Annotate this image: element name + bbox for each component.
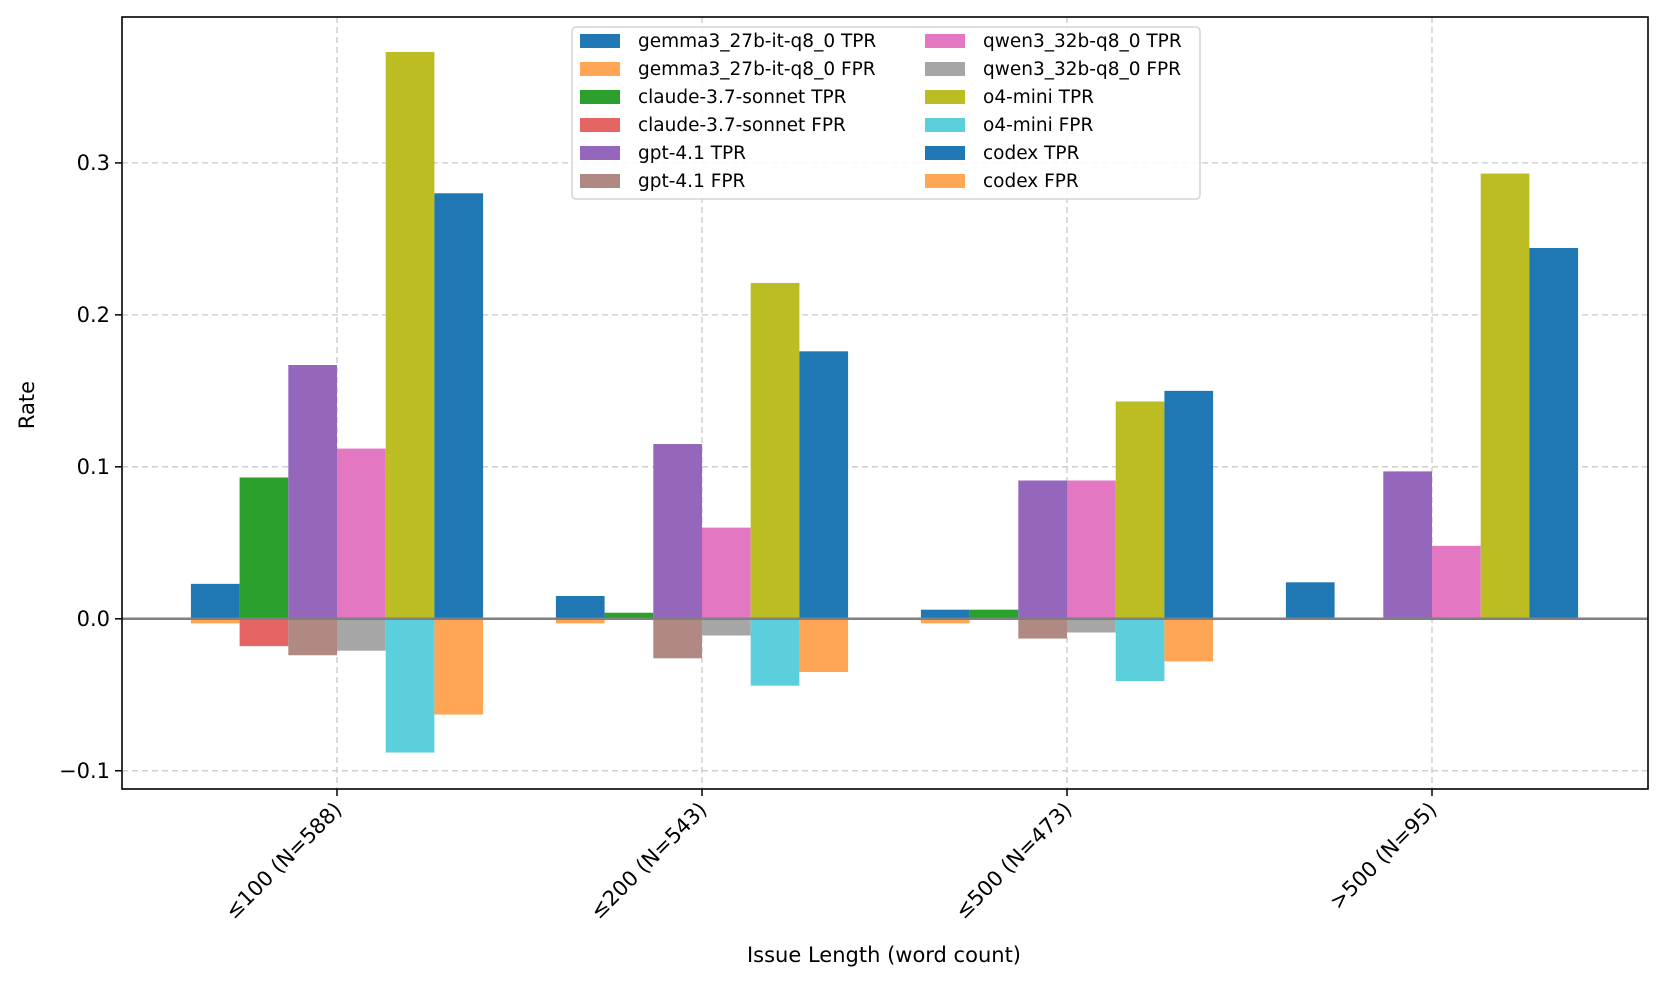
y-tick-label: −0.1 [59,759,110,783]
legend-label: gemma3_27b-it-q8_0 TPR [638,31,876,52]
legend-swatch [925,118,965,132]
bar [799,351,849,619]
bar [1115,618,1165,682]
bar [653,618,702,659]
bar [920,618,970,624]
legend-swatch [925,174,965,188]
bar [239,477,289,619]
legend-label: gemma3_27b-it-q8_0 FPR [638,59,876,80]
legend-box [571,26,1201,200]
legend: gemma3_27b-it-q8_0 TPR gemma3_27b-it-q8_0… [571,26,1201,200]
bar [920,609,970,619]
legend-label: claude-3.7-sonnet TPR [638,87,847,108]
bar [702,527,751,619]
legend-swatch [925,34,965,48]
bar [702,618,751,636]
legend-swatch [580,62,620,76]
legend-label: claude-3.7-sonnet FPR [638,115,846,136]
bar [337,448,386,619]
bar [1432,545,1481,619]
bar [190,618,240,624]
legend-label: gpt-4.1 FPR [638,171,746,192]
legend-label: codex FPR [983,171,1079,192]
bars [190,51,1579,753]
y-axis-label: Rate [15,381,39,429]
legend-label: o4-mini TPR [983,87,1094,108]
legend-swatch [580,174,620,188]
bar [288,365,337,619]
plot-frame [121,16,1649,790]
bar [604,612,654,619]
legend-label: qwen3_32b-q8_0 FPR [983,59,1181,80]
y-tick-label: 0.2 [77,303,110,327]
y-tick-label: 0.1 [77,455,110,479]
bar [750,618,800,686]
y-tick-label: 0.3 [77,151,110,175]
bar [1480,173,1530,619]
bar [1067,480,1116,619]
bar [969,609,1019,619]
bar [385,51,435,619]
bar [1285,582,1335,619]
bar [1115,401,1165,619]
bar [555,618,605,624]
legend-swatch [580,90,620,104]
legend-swatch [580,34,620,48]
legend-swatch [925,62,965,76]
bar [434,193,484,619]
legend-label: codex TPR [983,143,1080,164]
bar [434,618,484,715]
y-tick-label: 0.0 [77,607,110,631]
bar [190,583,240,619]
bar [555,596,605,619]
bar [750,282,800,619]
bar [1529,247,1579,619]
legend-swatch [925,90,965,104]
bar [337,618,386,651]
legend-label: o4-mini FPR [983,115,1093,136]
bar [1018,480,1067,619]
legend-swatch [580,118,620,132]
bar [239,618,289,647]
bar [1164,618,1214,662]
legend-label: qwen3_32b-q8_0 TPR [983,31,1182,52]
legend-swatch [925,146,965,160]
legend-label: gpt-4.1 TPR [638,143,746,164]
bar [1018,618,1067,639]
bar [1383,471,1432,619]
bar [1067,618,1116,633]
bar [288,618,337,656]
bar [799,618,849,672]
x-axis-label: Issue Length (word count) [747,943,1021,967]
bar [653,444,702,619]
y-axis: −0.1 0.0 0.1 0.2 0.3 [59,151,122,783]
legend-swatch [580,146,620,160]
bar [1164,390,1214,619]
bar [385,618,435,753]
